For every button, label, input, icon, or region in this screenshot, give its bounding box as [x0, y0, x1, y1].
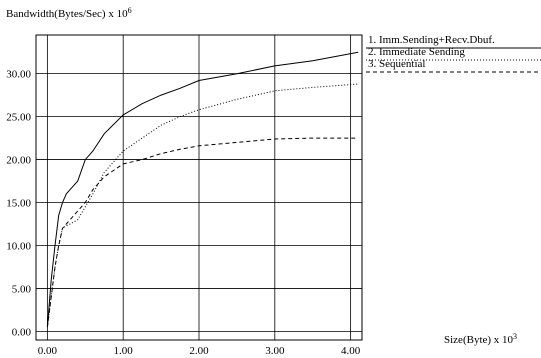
series-lines: [46, 51, 359, 328]
x-tick-label: 3.00: [265, 345, 285, 357]
y-tick-label: 30.00: [6, 69, 31, 81]
series-line-1: [46, 51, 359, 328]
legend: 1. Imm.Sending+Recv.Dbuf.2. Immediate Se…: [366, 34, 541, 73]
y-tick-label: 0.00: [12, 326, 32, 338]
x-tick-label: 1.00: [114, 345, 134, 357]
y-tick-label: 15.00: [6, 198, 31, 210]
y-axis-label: Bandwidth(Bytes/Sec) x 106: [6, 6, 132, 20]
y-tick-label: 25.00: [6, 112, 31, 124]
legend-label-3: 3. Sequential: [368, 58, 425, 70]
x-tick-label: 0.00: [38, 345, 58, 357]
x-tick-label: 4.00: [341, 345, 361, 357]
legend-label-1: 1. Imm.Sending+Recv.Dbuf.: [368, 34, 495, 46]
y-tick-label: 5.00: [12, 283, 32, 295]
series-line-3: [46, 137, 359, 328]
x-tick-label: 2.00: [189, 345, 209, 357]
x-axis-label: Size(Byte) x 103: [444, 332, 517, 346]
series-line-2: [46, 83, 359, 328]
grid: [36, 35, 362, 340]
plot-frame: [35, 34, 363, 341]
y-tick-label: 20.00: [6, 155, 31, 167]
tick-labels: 0.00 1.00 2.00 3.00 4.00 0.00 5.00 10.00 15.00 20…: [6, 69, 361, 357]
y-tick-label: 10.00: [6, 240, 31, 252]
legend-label-2: 2. Immediate Sending: [368, 46, 465, 58]
